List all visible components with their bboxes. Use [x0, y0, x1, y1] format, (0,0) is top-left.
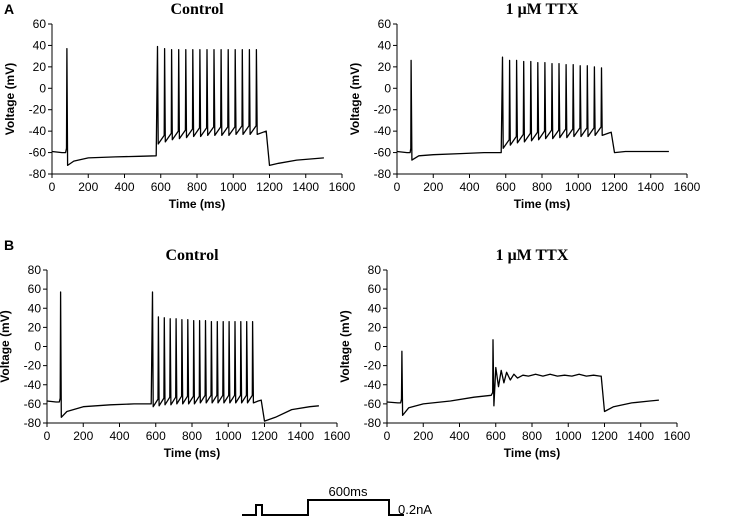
chart-title: Control [170, 1, 224, 18]
x-tick-label: 1400 [292, 180, 319, 194]
y-tick-label: -40 [24, 378, 42, 392]
stimulus-amplitude-label: 0.2nA [398, 502, 432, 517]
y-tick-label: 0 [374, 340, 381, 354]
x-tick-label: 1600 [674, 180, 701, 194]
x-tick-label: 200 [78, 180, 98, 194]
y-tick-label: 80 [368, 263, 382, 277]
x-axis-label: Time (ms) [169, 197, 225, 211]
x-tick-label: 600 [146, 429, 166, 443]
y-tick-label: 60 [33, 17, 47, 31]
x-axis-label: Time (ms) [164, 446, 220, 460]
x-tick-label: 200 [423, 180, 443, 194]
x-axis-label: Time (ms) [514, 197, 570, 211]
y-tick-label: 40 [28, 301, 42, 315]
x-tick-label: 1000 [215, 429, 242, 443]
y-tick-label: 60 [28, 282, 42, 296]
y-tick-label: -40 [374, 124, 392, 138]
x-tick-label: 400 [114, 180, 134, 194]
y-tick-label: -20 [24, 359, 42, 373]
y-tick-label: -60 [29, 146, 47, 160]
x-tick-label: 400 [449, 429, 469, 443]
y-tick-label: 80 [28, 263, 42, 277]
x-tick-label: 800 [187, 180, 207, 194]
x-tick-label: 1200 [256, 180, 283, 194]
x-tick-label: 1600 [324, 429, 351, 443]
y-tick-label: 40 [368, 301, 382, 315]
x-tick-label: 600 [496, 180, 516, 194]
x-tick-label: 0 [44, 429, 51, 443]
chart-title: 1 μM TTX [496, 247, 569, 264]
x-tick-label: 400 [459, 180, 479, 194]
y-tick-label: -60 [374, 146, 392, 160]
x-tick-label: 800 [522, 429, 542, 443]
y-tick-label: -80 [364, 416, 382, 430]
x-tick-label: 1600 [329, 180, 356, 194]
x-tick-label: 1000 [565, 180, 592, 194]
voltage-trace [51, 45, 324, 167]
y-tick-label: -80 [29, 167, 47, 181]
y-tick-label: 20 [28, 320, 42, 334]
x-tick-label: 1600 [664, 429, 691, 443]
y-tick-label: -60 [364, 397, 382, 411]
x-tick-label: 400 [109, 429, 129, 443]
x-tick-label: 1400 [627, 429, 654, 443]
x-tick-label: 600 [151, 180, 171, 194]
x-tick-label: 1200 [591, 429, 618, 443]
chart-title: 1 μM TTX [506, 1, 579, 18]
y-tick-label: -40 [364, 378, 382, 392]
y-axis-label: Voltage (mV) [0, 310, 12, 382]
x-tick-label: 1200 [251, 429, 278, 443]
x-axis-label: Time (ms) [504, 446, 560, 460]
chart-title: Control [165, 247, 219, 264]
y-tick-label: 20 [368, 320, 382, 334]
x-tick-label: 800 [182, 429, 202, 443]
x-tick-label: 0 [49, 180, 56, 194]
y-axis-label: Voltage (mV) [3, 63, 17, 135]
y-tick-label: -60 [24, 397, 42, 411]
y-tick-label: 0 [384, 81, 391, 95]
y-tick-label: 60 [378, 17, 392, 31]
voltage-trace [386, 339, 659, 417]
y-tick-label: -40 [29, 124, 47, 138]
voltage-trace [46, 291, 319, 422]
y-tick-label: -80 [24, 416, 42, 430]
x-tick-label: 1400 [287, 429, 314, 443]
y-tick-label: 0 [39, 81, 46, 95]
y-tick-label: 20 [33, 60, 47, 74]
y-tick-label: -20 [364, 359, 382, 373]
x-tick-label: 800 [532, 180, 552, 194]
x-tick-label: 200 [413, 429, 433, 443]
stimulus-duration-label: 600ms [328, 484, 368, 499]
y-tick-label: -20 [374, 103, 392, 117]
x-tick-label: 1400 [637, 180, 664, 194]
panel-b-letter: B [4, 237, 14, 253]
y-tick-label: 20 [378, 60, 392, 74]
voltage-trace [396, 56, 669, 161]
y-tick-label: -20 [29, 103, 47, 117]
x-tick-label: 600 [486, 429, 506, 443]
x-tick-label: 0 [384, 429, 391, 443]
x-tick-label: 1200 [601, 180, 628, 194]
x-tick-label: 200 [73, 429, 93, 443]
panel-a-letter: A [4, 1, 14, 17]
y-tick-label: 40 [33, 38, 47, 52]
y-tick-label: -80 [374, 167, 392, 181]
x-tick-label: 1000 [555, 429, 582, 443]
y-axis-label: Voltage (mV) [338, 310, 352, 382]
y-tick-label: 60 [368, 282, 382, 296]
stimulus-protocol: 600ms 0.2nA [242, 484, 432, 517]
y-tick-label: 40 [378, 38, 392, 52]
x-tick-label: 0 [394, 180, 401, 194]
y-axis-label: Voltage (mV) [348, 63, 362, 135]
y-tick-label: 0 [34, 340, 41, 354]
stimulus-trace [242, 499, 404, 516]
x-tick-label: 1000 [220, 180, 247, 194]
